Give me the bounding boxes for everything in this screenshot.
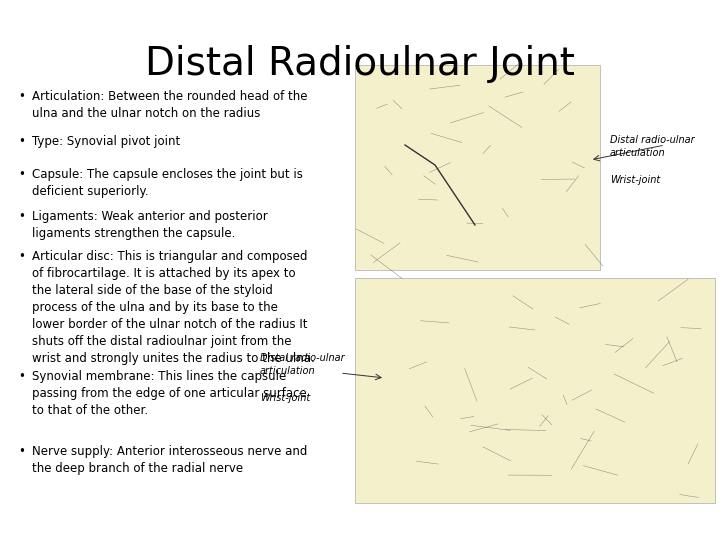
Text: Wrist-joint: Wrist-joint bbox=[260, 393, 310, 403]
Text: •: • bbox=[18, 445, 25, 458]
Text: •: • bbox=[18, 168, 25, 181]
Text: articulation: articulation bbox=[260, 366, 315, 376]
Text: Capsule: The capsule encloses the joint but is
deficient superiorly.: Capsule: The capsule encloses the joint … bbox=[32, 168, 303, 198]
Bar bbox=[355, 278, 715, 503]
Text: Ligaments: Weak anterior and posterior
ligaments strengthen the capsule.: Ligaments: Weak anterior and posterior l… bbox=[32, 210, 268, 240]
Text: Type: Synovial pivot joint: Type: Synovial pivot joint bbox=[32, 135, 180, 148]
Text: Distal radio-ulnar: Distal radio-ulnar bbox=[260, 353, 345, 363]
Text: •: • bbox=[18, 90, 25, 103]
Text: •: • bbox=[18, 210, 25, 223]
Text: •: • bbox=[18, 370, 25, 383]
Bar bbox=[355, 65, 600, 270]
Text: •: • bbox=[18, 135, 25, 148]
Text: Nerve supply: Anterior interosseous nerve and
the deep branch of the radial nerv: Nerve supply: Anterior interosseous nerv… bbox=[32, 445, 307, 475]
Text: Wrist-joint: Wrist-joint bbox=[610, 175, 660, 185]
Text: Synovial membrane: This lines the capsule
passing from the edge of one articular: Synovial membrane: This lines the capsul… bbox=[32, 370, 307, 417]
Text: Distal Radioulnar Joint: Distal Radioulnar Joint bbox=[145, 45, 575, 83]
Text: •: • bbox=[18, 250, 25, 263]
Text: Articular disc: This is triangular and composed
of fibrocartilage. It is attache: Articular disc: This is triangular and c… bbox=[32, 250, 315, 365]
Text: Articulation: Between the rounded head of the
ulna and the ulnar notch on the ra: Articulation: Between the rounded head o… bbox=[32, 90, 307, 120]
Text: articulation: articulation bbox=[610, 148, 665, 158]
Text: Distal radio-ulnar: Distal radio-ulnar bbox=[610, 135, 695, 145]
